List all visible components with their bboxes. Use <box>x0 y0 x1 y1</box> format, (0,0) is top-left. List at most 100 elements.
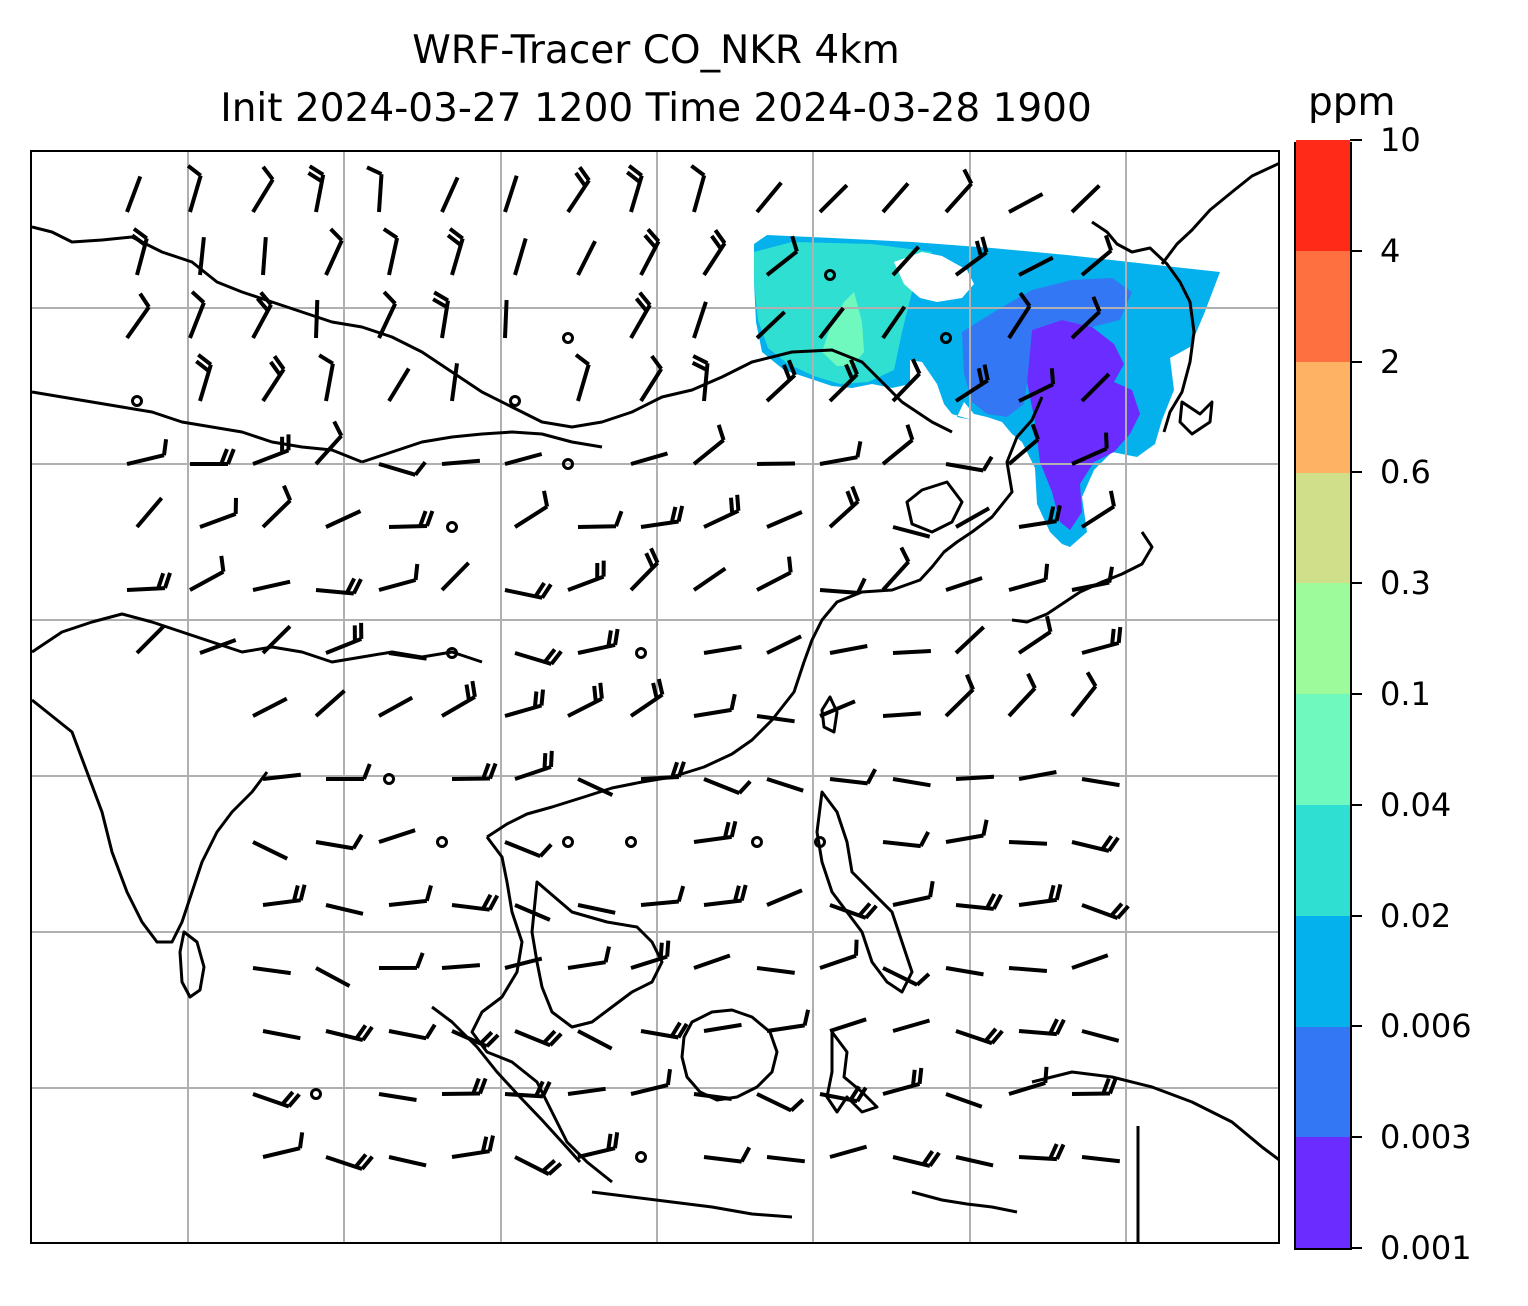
wind-barb <box>577 1029 613 1051</box>
wind-barb <box>1008 966 1048 973</box>
wind-barb <box>703 1022 742 1033</box>
wind-barb <box>881 546 911 592</box>
wind-barb <box>892 1150 941 1168</box>
wind-barb <box>640 885 686 907</box>
colorbar-bar <box>1294 140 1352 1250</box>
wind-barb <box>199 638 237 655</box>
wind-barb <box>828 358 859 403</box>
coastline-japan-hokkaido <box>1178 400 1214 436</box>
wind-barb <box>756 461 796 466</box>
wind-barb <box>1008 840 1048 846</box>
wind-barb <box>693 693 737 718</box>
wind-barb <box>881 424 915 466</box>
colorbar-segment <box>1296 361 1350 473</box>
wind-barb <box>577 1132 620 1159</box>
wind-barb <box>1081 1155 1121 1164</box>
wind-barb <box>693 953 731 970</box>
wind-barb <box>503 299 509 339</box>
wind-barb <box>440 561 471 592</box>
wind-barb <box>382 227 400 276</box>
wind-barb <box>640 1021 689 1040</box>
colorbar-unit-label: ppm <box>1308 80 1396 125</box>
wind-barb <box>955 1027 1004 1046</box>
wind-barb <box>504 452 543 466</box>
colorbar-tick-label: 0.003 <box>1380 1118 1472 1157</box>
colorbar-segment <box>1296 140 1350 251</box>
wind-barb <box>692 566 727 592</box>
wind-barb <box>691 354 710 402</box>
wind-barb <box>702 229 727 277</box>
wind-barb <box>765 235 799 277</box>
wind-barb <box>703 1146 752 1164</box>
wind-barb <box>315 966 351 988</box>
wind-barb <box>135 496 164 529</box>
coastline-japan-honshu <box>1011 531 1154 624</box>
calm-wind-marker <box>131 395 143 407</box>
wind-barb <box>829 1144 868 1159</box>
wind-barb <box>703 644 742 655</box>
wind-barb <box>955 774 995 781</box>
wind-barb <box>315 577 363 596</box>
colorbar: ppm 0.001 0.003 0.006 0.02 0.04 0.1 0.3 0.6 2 4 10 <box>1294 80 1524 1270</box>
wind-barb <box>126 439 169 466</box>
wind-barb <box>325 903 364 916</box>
wind-barb <box>1018 255 1054 277</box>
wind-barb <box>451 893 500 912</box>
wind-barb <box>954 625 986 655</box>
calm-wind-marker <box>751 836 763 848</box>
wind-barb <box>440 680 477 718</box>
coastline-indochina <box>470 836 613 1184</box>
wind-barb <box>325 1153 374 1171</box>
wind-barb <box>1081 777 1120 788</box>
wind-barb <box>388 1155 427 1168</box>
calm-wind-marker <box>562 332 574 344</box>
wind-barb <box>325 509 362 529</box>
wind-barb <box>262 1132 305 1159</box>
wind-barb <box>892 525 931 539</box>
wind-barb <box>567 560 606 592</box>
wind-barb <box>944 673 975 718</box>
wind-barb <box>314 299 320 339</box>
wind-barb <box>378 695 414 718</box>
colorbar-tick <box>1350 914 1362 917</box>
wind-barb <box>451 1135 495 1159</box>
wind-barb <box>451 762 498 781</box>
wind-barb <box>1070 296 1102 340</box>
wind-barb <box>766 888 803 907</box>
wind-barb <box>756 966 795 975</box>
wind-barb <box>892 880 935 907</box>
wind-barb <box>318 353 335 402</box>
wind-barb <box>640 761 686 781</box>
wind-barb <box>252 1090 301 1109</box>
wind-barb <box>135 624 166 655</box>
wind-barb <box>1007 672 1037 718</box>
calm-wind-marker <box>940 332 952 344</box>
wind-barb <box>693 820 738 844</box>
wind-barb <box>251 291 273 339</box>
wind-barb <box>639 354 663 403</box>
wind-barb <box>514 648 563 666</box>
wind-barb <box>377 290 398 339</box>
colorbar-tick <box>1350 139 1362 141</box>
coastline-northeast-asia <box>1160 162 1278 265</box>
wind-barbs <box>125 164 1130 1176</box>
wind-barb <box>766 1155 806 1164</box>
calm-wind-marker <box>814 836 826 848</box>
wind-barb <box>514 1155 563 1176</box>
coastlines-and-borders <box>32 162 1278 1242</box>
wind-barb <box>818 306 845 340</box>
wind-barb <box>1018 1018 1066 1037</box>
colorbar-segment <box>1296 915 1350 1027</box>
wind-barb <box>881 182 910 214</box>
wind-barb <box>577 777 614 797</box>
colorbar-tick <box>1350 803 1362 806</box>
colorbar-tick-label: 0.006 <box>1380 1007 1472 1046</box>
wind-barb <box>882 966 931 987</box>
colorbar-tick-label: 0.3 <box>1380 564 1431 603</box>
calm-wind-marker <box>446 521 458 533</box>
wind-barb <box>828 485 860 529</box>
colorbar-tick-label: 10 <box>1380 121 1421 159</box>
wind-barb <box>703 777 752 795</box>
calm-wind-marker <box>635 1151 647 1163</box>
wind-barb <box>1080 372 1111 403</box>
